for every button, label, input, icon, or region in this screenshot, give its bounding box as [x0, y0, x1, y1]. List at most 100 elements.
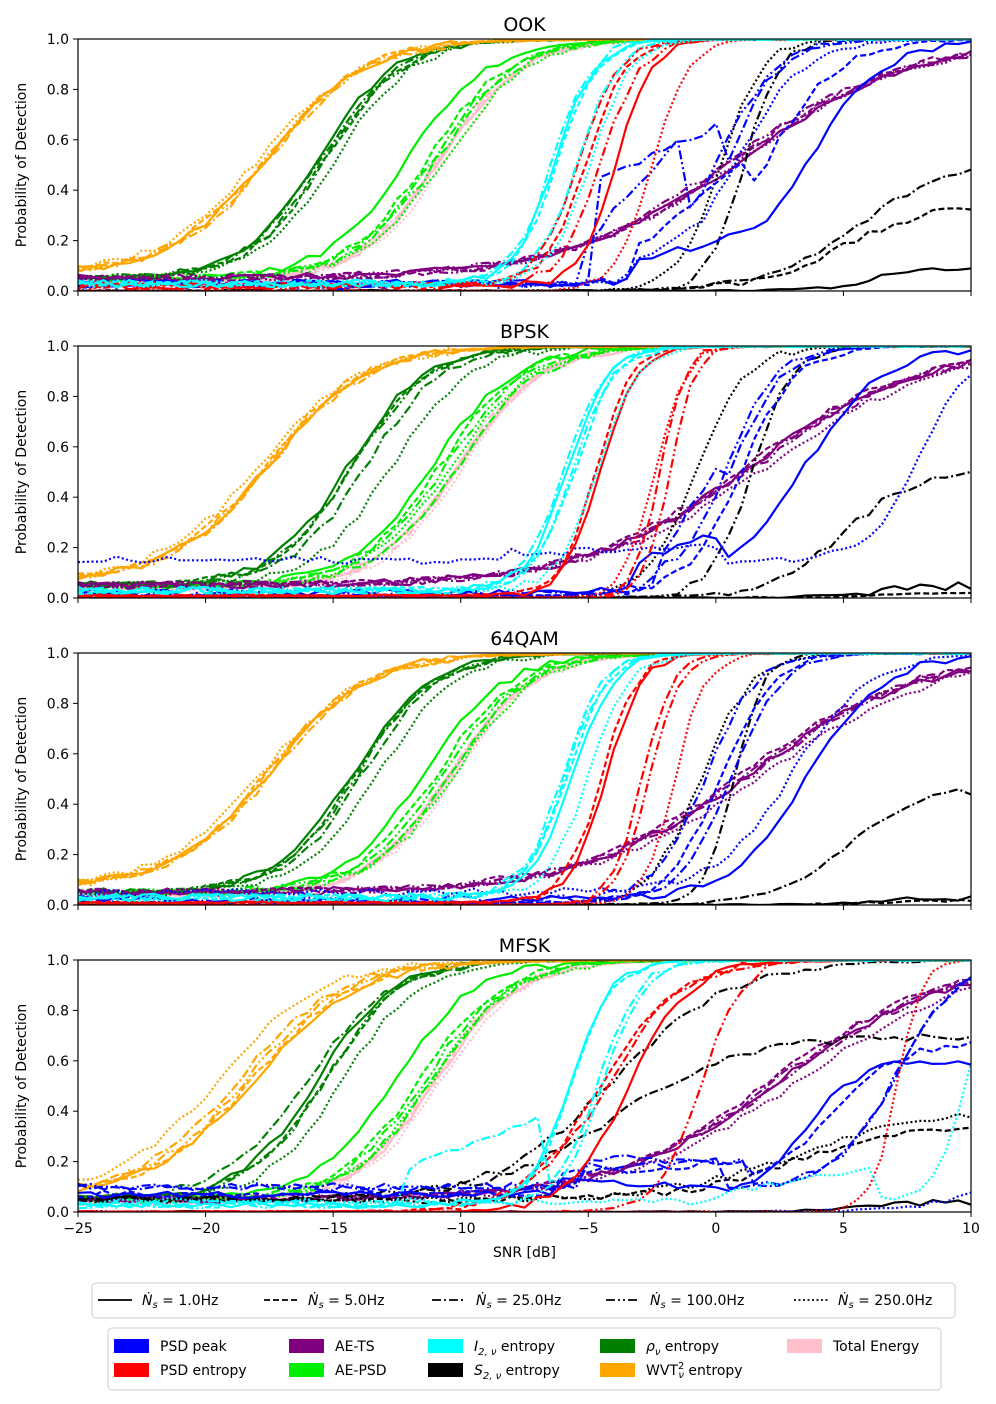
series-ae_psd-100.0Hz: [78, 39, 971, 282]
y-tick-label: 0.8: [47, 696, 69, 712]
series-rho-250.0Hz: [78, 346, 971, 589]
series-i2-25.0Hz: [78, 346, 971, 596]
series-rho-1.0Hz: [78, 39, 971, 282]
y-tick-label: 0.2: [47, 234, 69, 250]
y-tick-label: 1.0: [47, 646, 69, 662]
y-tick-label: 0.8: [47, 1003, 69, 1019]
legend-label-total: Total Energy: [832, 1339, 919, 1355]
plot-frame: [77, 652, 972, 906]
series-psd_entropy-25.0Hz: [78, 653, 971, 905]
series-ae_ts-100.0Hz: [78, 52, 971, 283]
legend-label-wvt: WVT2 ν entropy: [646, 1361, 743, 1381]
equals: =: [324, 1293, 345, 1309]
series-rho-25.0Hz: [78, 39, 971, 282]
label-main: AE-TS: [335, 1339, 375, 1355]
series-psd_peak-5.0Hz: [78, 653, 971, 905]
legend-label-psd_entropy: PSD entropy: [160, 1363, 247, 1379]
label-sup: 2: [678, 1361, 684, 1372]
series-ae_ts-25.0Hz: [78, 56, 971, 283]
series-psd_entropy-250.0Hz: [78, 39, 971, 291]
rate-value: 25.0Hz: [512, 1293, 561, 1309]
series-total-1.0Hz: [78, 960, 971, 1206]
y-tick-label: 1.0: [47, 953, 69, 969]
series-ae_psd-250.0Hz: [78, 39, 971, 283]
series-s2-250.0Hz: [78, 1112, 971, 1205]
series-psd_peak-5.0Hz: [78, 39, 971, 289]
plot-frame: [77, 345, 972, 599]
series-total-25.0Hz: [78, 960, 971, 1207]
series-s2-100.0Hz: [78, 653, 971, 905]
y-tick-label: 0.8: [47, 82, 69, 98]
ns-subscript: s: [486, 1300, 491, 1311]
rate-value: 100.0Hz: [686, 1293, 744, 1309]
series-psd_entropy-5.0Hz: [78, 39, 971, 291]
series-psd_entropy-1.0Hz: [78, 960, 971, 1212]
series-total-250.0Hz: [78, 346, 971, 593]
legend-label-250.0Hz: Ṅs = 250.0Hz: [838, 1291, 932, 1311]
series-psd_entropy-100.0Hz: [78, 39, 971, 291]
y-tick-label: 0.2: [47, 848, 69, 864]
series-psd_entropy-250.0Hz: [78, 960, 971, 1212]
series-ae_ts-5.0Hz: [78, 359, 971, 590]
y-tick-label: 0.4: [47, 183, 69, 199]
legend-label-1.0Hz: Ṅs = 1.0Hz: [142, 1291, 218, 1311]
ns-symbol: Ṅ: [308, 1291, 319, 1309]
panel-64qam: 64QAM 0.0 0.2 0.4 0.6 0.8 1.0 Probability of De…: [14, 628, 972, 914]
legend-sample-rates: Ṅs = 1.0Hz Ṅs = 5.0Hz Ṅs = 25.0Hz Ṅs = …: [91, 1282, 956, 1319]
series-psd_entropy-25.0Hz: [78, 960, 971, 1212]
x-tick-label: 10: [962, 1221, 980, 1237]
y-tick-label: 0.0: [47, 591, 69, 607]
series-ae_ts-250.0Hz: [78, 986, 971, 1204]
series-psd_entropy-5.0Hz: [78, 346, 971, 598]
ns-symbol: Ṅ: [476, 1291, 487, 1309]
series-ae_ts-250.0Hz: [78, 366, 971, 590]
series-ae_ts-25.0Hz: [78, 360, 971, 591]
y-tick-label: 0.6: [47, 747, 69, 763]
label-sub: 2, ν: [478, 1347, 497, 1358]
series-i2-25.0Hz: [78, 960, 971, 1209]
series-ae_psd-25.0Hz: [78, 346, 971, 591]
series-psd_peak-250.0Hz: [78, 654, 971, 898]
label-main: AE-PSD: [335, 1363, 387, 1379]
legend-label-ae_ts: AE-TS: [335, 1339, 375, 1355]
series-i2-100.0Hz: [78, 960, 971, 1210]
label-rest: entropy: [660, 1339, 719, 1355]
series-psd_entropy-250.0Hz: [78, 346, 971, 598]
panel-mfsk: MFSK 0.0 0.2 0.4 0.6 0.8 1.0 −25 −20 −15 −10 −5 0 5 10…: [14, 935, 980, 1237]
series-i2-100.0Hz: [78, 653, 971, 903]
y-tick-label: 1.0: [47, 32, 69, 48]
series-wvt-250.0Hz: [78, 960, 971, 1181]
label-rest: entropy: [684, 1363, 743, 1379]
panel-title: 64QAM: [490, 628, 559, 650]
series-s2-25.0Hz: [78, 168, 971, 291]
series-ae_ts-100.0Hz: [78, 670, 971, 897]
panel-title: MFSK: [499, 935, 551, 957]
rate-value: 1.0Hz: [178, 1293, 218, 1309]
series-psd_entropy-25.0Hz: [78, 39, 971, 291]
series-rho-5.0Hz: [78, 960, 971, 1203]
rate-value: 250.0Hz: [874, 1293, 932, 1309]
series-s2-100.0Hz: [78, 960, 971, 1205]
series-i2-100.0Hz: [78, 346, 971, 595]
legend-swatch-s2: [428, 1363, 463, 1377]
ns-subscript: s: [318, 1300, 323, 1311]
series-i2-1.0Hz: [78, 653, 971, 903]
label-main: PSD peak: [160, 1339, 228, 1355]
y-tick-label: 0.2: [47, 1155, 69, 1171]
y-tick-label: 0.0: [47, 284, 69, 300]
legend-label-25.0Hz: Ṅs = 25.0Hz: [476, 1291, 561, 1311]
series-psd_peak-1.0Hz: [78, 1060, 971, 1200]
legend-label-psd_peak: PSD peak: [160, 1339, 228, 1355]
series-psd_peak-5.0Hz: [78, 1041, 971, 1199]
legend-label-rho: ρν entropy: [646, 1339, 719, 1358]
legend-swatch-rho: [600, 1339, 635, 1353]
series-wvt-25.0Hz: [78, 960, 971, 1187]
series-psd_entropy-5.0Hz: [78, 960, 971, 1212]
y-tick-label: 1.0: [47, 339, 69, 355]
series-ae_psd-5.0Hz: [78, 653, 971, 896]
series-total-100.0Hz: [78, 960, 971, 1206]
series-ae_psd-250.0Hz: [78, 653, 971, 897]
label-main: Total Energy: [832, 1339, 919, 1355]
legend-frame: [91, 1282, 956, 1319]
